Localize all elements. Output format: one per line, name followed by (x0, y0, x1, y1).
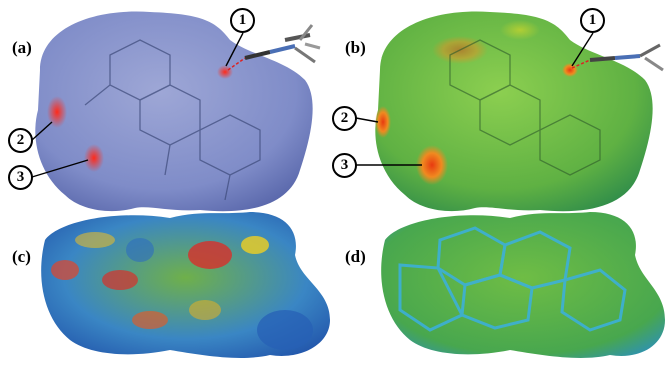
panel-c-surface (41, 212, 330, 358)
marker-b-1: 1 (580, 8, 605, 33)
panel-b-surface (375, 11, 653, 212)
marker-a-3: 3 (8, 165, 33, 190)
marker-b-2: 2 (332, 106, 357, 131)
panel-label-d: (d) (345, 247, 366, 266)
panel-label-a: (a) (12, 38, 32, 57)
marker-a-2: 2 (8, 128, 33, 153)
marker-a-1: 1 (230, 8, 255, 33)
panel-label-b: (b) (345, 38, 366, 57)
panel-label-c: (c) (12, 247, 31, 266)
panel-a-molecule (84, 39, 261, 201)
panel-d-edges (398, 226, 627, 332)
marker-b-3: 3 (332, 153, 357, 178)
panel-b-molecule (449, 39, 601, 176)
panel-d-surface (381, 212, 665, 358)
panel-a-surface (35, 11, 313, 212)
